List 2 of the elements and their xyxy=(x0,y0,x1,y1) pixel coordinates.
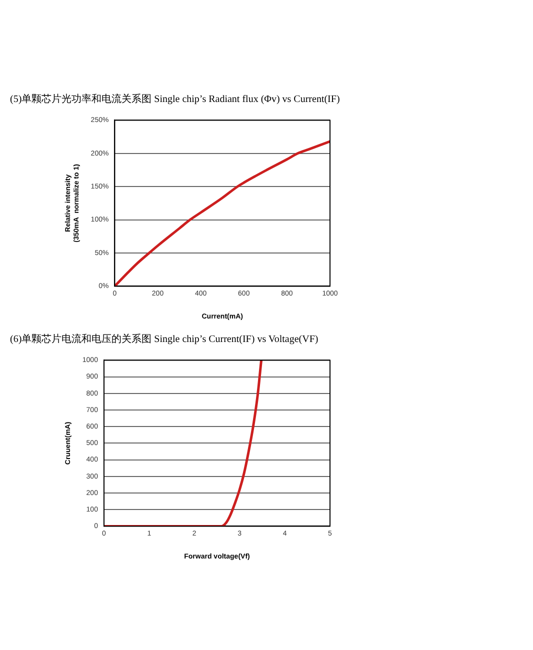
chart-title: (5)单颗芯片光功率和电流关系图 Single chip’s Radiant flux (Φv) vs Current(IF) xyxy=(10,92,340,106)
chart-title: (6)单颗芯片电流和电压的关系图 Single chip’s Current(IF) vs Voltage(VF) xyxy=(10,332,318,346)
